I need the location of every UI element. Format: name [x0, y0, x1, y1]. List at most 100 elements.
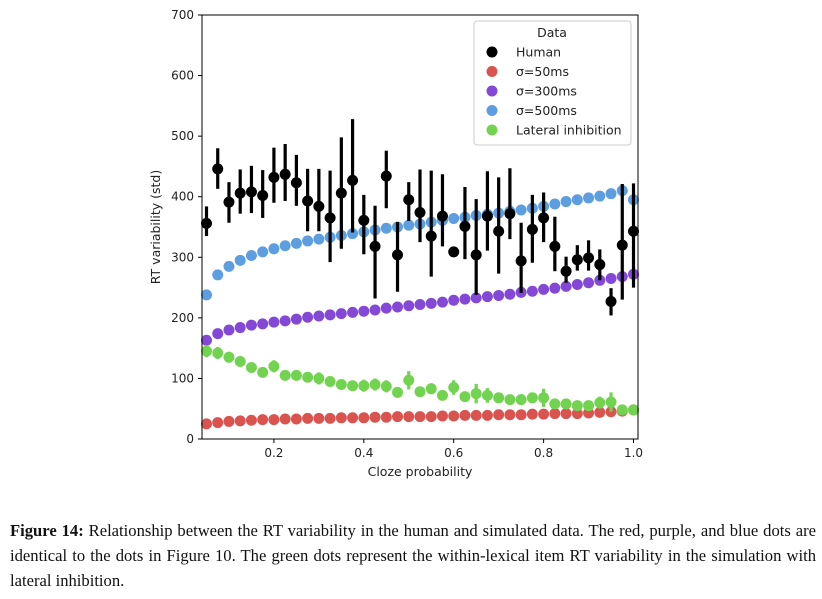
- data-point: [380, 380, 392, 392]
- series-4: [200, 345, 640, 416]
- data-point: [369, 378, 381, 390]
- data-point: [594, 259, 606, 271]
- data-point: [392, 411, 404, 423]
- data-point: [268, 171, 280, 183]
- y-tick-label: 500: [171, 129, 194, 143]
- data-point: [425, 230, 437, 242]
- series-layer: [200, 119, 640, 430]
- data-point: [515, 204, 527, 216]
- x-axis-label: Cloze probability: [368, 464, 473, 479]
- legend-marker: [486, 85, 498, 97]
- legend-title: Data: [537, 25, 567, 40]
- data-point: [448, 213, 460, 225]
- data-point: [347, 174, 359, 186]
- data-point: [212, 417, 224, 429]
- x-tick-label: 0.2: [264, 446, 283, 460]
- data-point: [470, 292, 482, 304]
- data-point: [470, 249, 482, 261]
- data-point: [481, 389, 493, 401]
- data-point: [403, 411, 415, 423]
- data-point: [459, 409, 471, 421]
- data-point: [403, 374, 415, 386]
- data-point: [268, 414, 280, 426]
- data-point: [302, 371, 314, 383]
- data-point: [436, 410, 448, 422]
- data-point: [358, 305, 370, 317]
- data-point: [212, 163, 224, 175]
- figure-caption: Figure 14: Relationship between the RT v…: [10, 518, 816, 593]
- data-point: [470, 409, 482, 421]
- data-point: [313, 372, 325, 384]
- axes-frame: [201, 14, 639, 440]
- data-point: [245, 186, 257, 198]
- data-point: [347, 228, 359, 240]
- data-point: [538, 392, 550, 404]
- data-point: [335, 412, 347, 424]
- data-point: [504, 409, 516, 421]
- data-point: [560, 196, 572, 208]
- data-point: [583, 400, 595, 412]
- data-point: [358, 380, 370, 392]
- y-tick-label: 200: [171, 311, 194, 325]
- y-axis-label: RT variability (std): [148, 170, 163, 284]
- data-point: [223, 260, 235, 272]
- data-point: [448, 410, 460, 422]
- data-point: [448, 294, 460, 306]
- axes-layer: 0 100 200 300 400 500 600 700 0.2 0.4 0.6 0.8 1.0: [171, 8, 643, 460]
- data-point: [335, 308, 347, 320]
- caption-text: Relationship between the RT variability …: [10, 521, 816, 590]
- data-point: [448, 382, 460, 394]
- data-point: [549, 408, 561, 420]
- data-point: [290, 413, 302, 425]
- data-point: [616, 239, 628, 251]
- x-tick-label: 0.8: [534, 446, 553, 460]
- data-point: [481, 210, 493, 222]
- data-point: [583, 192, 595, 204]
- data-point: [493, 289, 505, 301]
- data-point: [279, 315, 291, 327]
- data-point: [279, 369, 291, 381]
- data-point: [290, 177, 302, 189]
- data-point: [526, 392, 538, 404]
- data-point: [504, 288, 516, 300]
- legend-marker: [486, 124, 498, 136]
- y-tick-label: 600: [171, 69, 194, 83]
- data-point: [335, 378, 347, 390]
- data-point: [515, 394, 527, 406]
- legend-entry-label: Human: [516, 45, 561, 60]
- data-point: [302, 311, 314, 323]
- data-point: [594, 397, 606, 409]
- data-point: [414, 206, 426, 218]
- data-point: [560, 408, 572, 420]
- data-point: [358, 412, 370, 424]
- y-tick-label: 100: [171, 371, 194, 385]
- data-point: [302, 195, 314, 207]
- data-point: [234, 415, 246, 427]
- data-point: [504, 208, 516, 220]
- legend-marker: [486, 66, 498, 77]
- legend: Data Human σ=50ms σ=300ms σ=500ms Lateral in…: [473, 20, 632, 146]
- data-point: [549, 240, 561, 252]
- data-point: [470, 388, 482, 400]
- data-point: [212, 347, 224, 359]
- data-point: [403, 219, 415, 231]
- data-point: [212, 269, 224, 281]
- data-point: [414, 386, 426, 398]
- data-point: [392, 249, 404, 261]
- data-point: [268, 360, 280, 372]
- y-tick-label: 0: [186, 432, 194, 446]
- data-point: [335, 187, 347, 199]
- data-point: [425, 383, 437, 395]
- caption-label: Figure 14:: [10, 521, 84, 540]
- data-point: [245, 249, 257, 261]
- data-point: [538, 212, 550, 224]
- data-point: [436, 210, 448, 222]
- data-point: [200, 418, 212, 430]
- data-point: [549, 282, 561, 294]
- data-point: [234, 187, 246, 199]
- data-point: [257, 318, 269, 330]
- y-tick-label: 400: [171, 190, 194, 204]
- data-point: [493, 409, 505, 421]
- data-point: [279, 240, 291, 252]
- data-point: [414, 411, 426, 423]
